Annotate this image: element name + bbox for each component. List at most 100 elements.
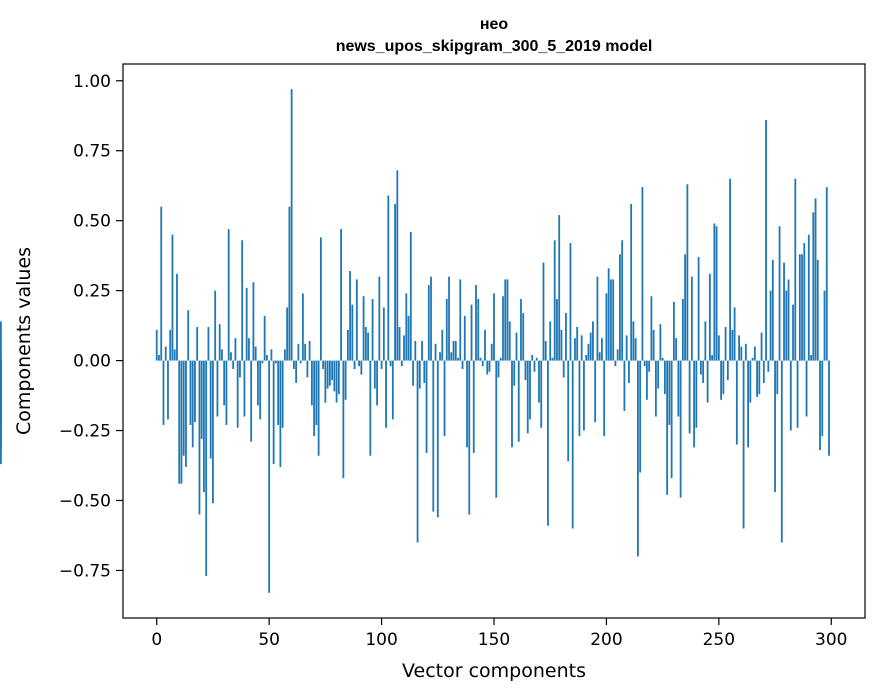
bar [225, 360, 228, 425]
bar [641, 187, 644, 361]
bar [466, 360, 468, 448]
bar [425, 360, 428, 453]
bar [735, 360, 738, 445]
x-tick-label: 300 [815, 630, 847, 650]
bar [355, 279, 358, 361]
bar [214, 290, 217, 361]
bar [628, 360, 630, 383]
bar [544, 341, 547, 361]
bar [263, 315, 266, 361]
bar [576, 327, 579, 361]
bar [610, 279, 612, 361]
y-tick-label: −0.75 [59, 561, 111, 581]
bar [239, 360, 241, 378]
bar [792, 304, 794, 361]
bar [160, 206, 163, 361]
y-tick-label: −0.50 [59, 491, 111, 511]
bar [162, 360, 165, 425]
bar [812, 212, 815, 361]
bar [164, 346, 167, 361]
bar [553, 240, 556, 361]
bar [295, 360, 298, 383]
bar [688, 360, 691, 434]
bar [288, 206, 291, 361]
bar [299, 360, 302, 364]
bar [706, 360, 709, 403]
bar [416, 360, 419, 543]
bar [396, 170, 399, 361]
bar [218, 324, 221, 361]
bar [551, 357, 554, 361]
bar [758, 360, 761, 395]
bar [774, 360, 776, 493]
x-tick-label: 100 [365, 630, 397, 650]
bar [585, 354, 588, 361]
bar [612, 279, 615, 361]
bar [315, 360, 318, 425]
bar [373, 360, 376, 389]
bar [789, 360, 792, 431]
bar [760, 332, 763, 361]
bar [520, 299, 522, 361]
bar [742, 360, 745, 529]
bar [508, 321, 511, 361]
bar [506, 279, 509, 361]
bar [333, 360, 336, 392]
bar [484, 329, 486, 361]
bar [724, 327, 727, 361]
bar [672, 301, 675, 361]
bar [686, 184, 689, 361]
bar [601, 338, 603, 361]
bar [281, 360, 284, 428]
bar [158, 354, 160, 361]
bar [819, 360, 821, 451]
bar [729, 178, 731, 361]
bar [169, 329, 172, 361]
bar [369, 360, 372, 456]
bar [216, 360, 219, 417]
bar [598, 352, 601, 361]
bar [486, 360, 489, 375]
bar [805, 360, 808, 417]
bar [497, 360, 500, 378]
bar [650, 296, 653, 361]
bar [560, 329, 563, 361]
chart-title: нео [480, 16, 509, 33]
bar [547, 360, 549, 526]
bar [695, 360, 698, 428]
bar [488, 360, 491, 372]
bar [344, 360, 347, 400]
bar [690, 276, 693, 361]
bar [648, 360, 651, 372]
bar [362, 296, 365, 361]
bar [380, 360, 383, 369]
bar [196, 327, 199, 361]
bar [346, 329, 349, 361]
bar [189, 360, 192, 425]
bar [825, 187, 828, 361]
bar [821, 360, 824, 437]
bar [524, 360, 527, 381]
bar [459, 279, 462, 361]
bar [659, 324, 662, 361]
bar [277, 360, 280, 425]
bar [221, 349, 223, 361]
bar [571, 360, 574, 529]
bar [479, 357, 482, 361]
y-axis-ticks: −0.75 −0.50 −0.25 0.00 0.25 0.50 0.75 1.00 [59, 72, 123, 581]
bar [526, 360, 529, 434]
bar [328, 360, 331, 386]
bar [167, 360, 169, 420]
bar [783, 262, 785, 361]
bar [364, 327, 367, 361]
bar [351, 304, 354, 361]
bar [250, 360, 253, 442]
bar [654, 360, 657, 417]
x-tick-label: 250 [703, 630, 735, 650]
bar [290, 89, 293, 361]
bar [272, 360, 275, 465]
bar [403, 335, 405, 361]
bar [450, 352, 453, 361]
